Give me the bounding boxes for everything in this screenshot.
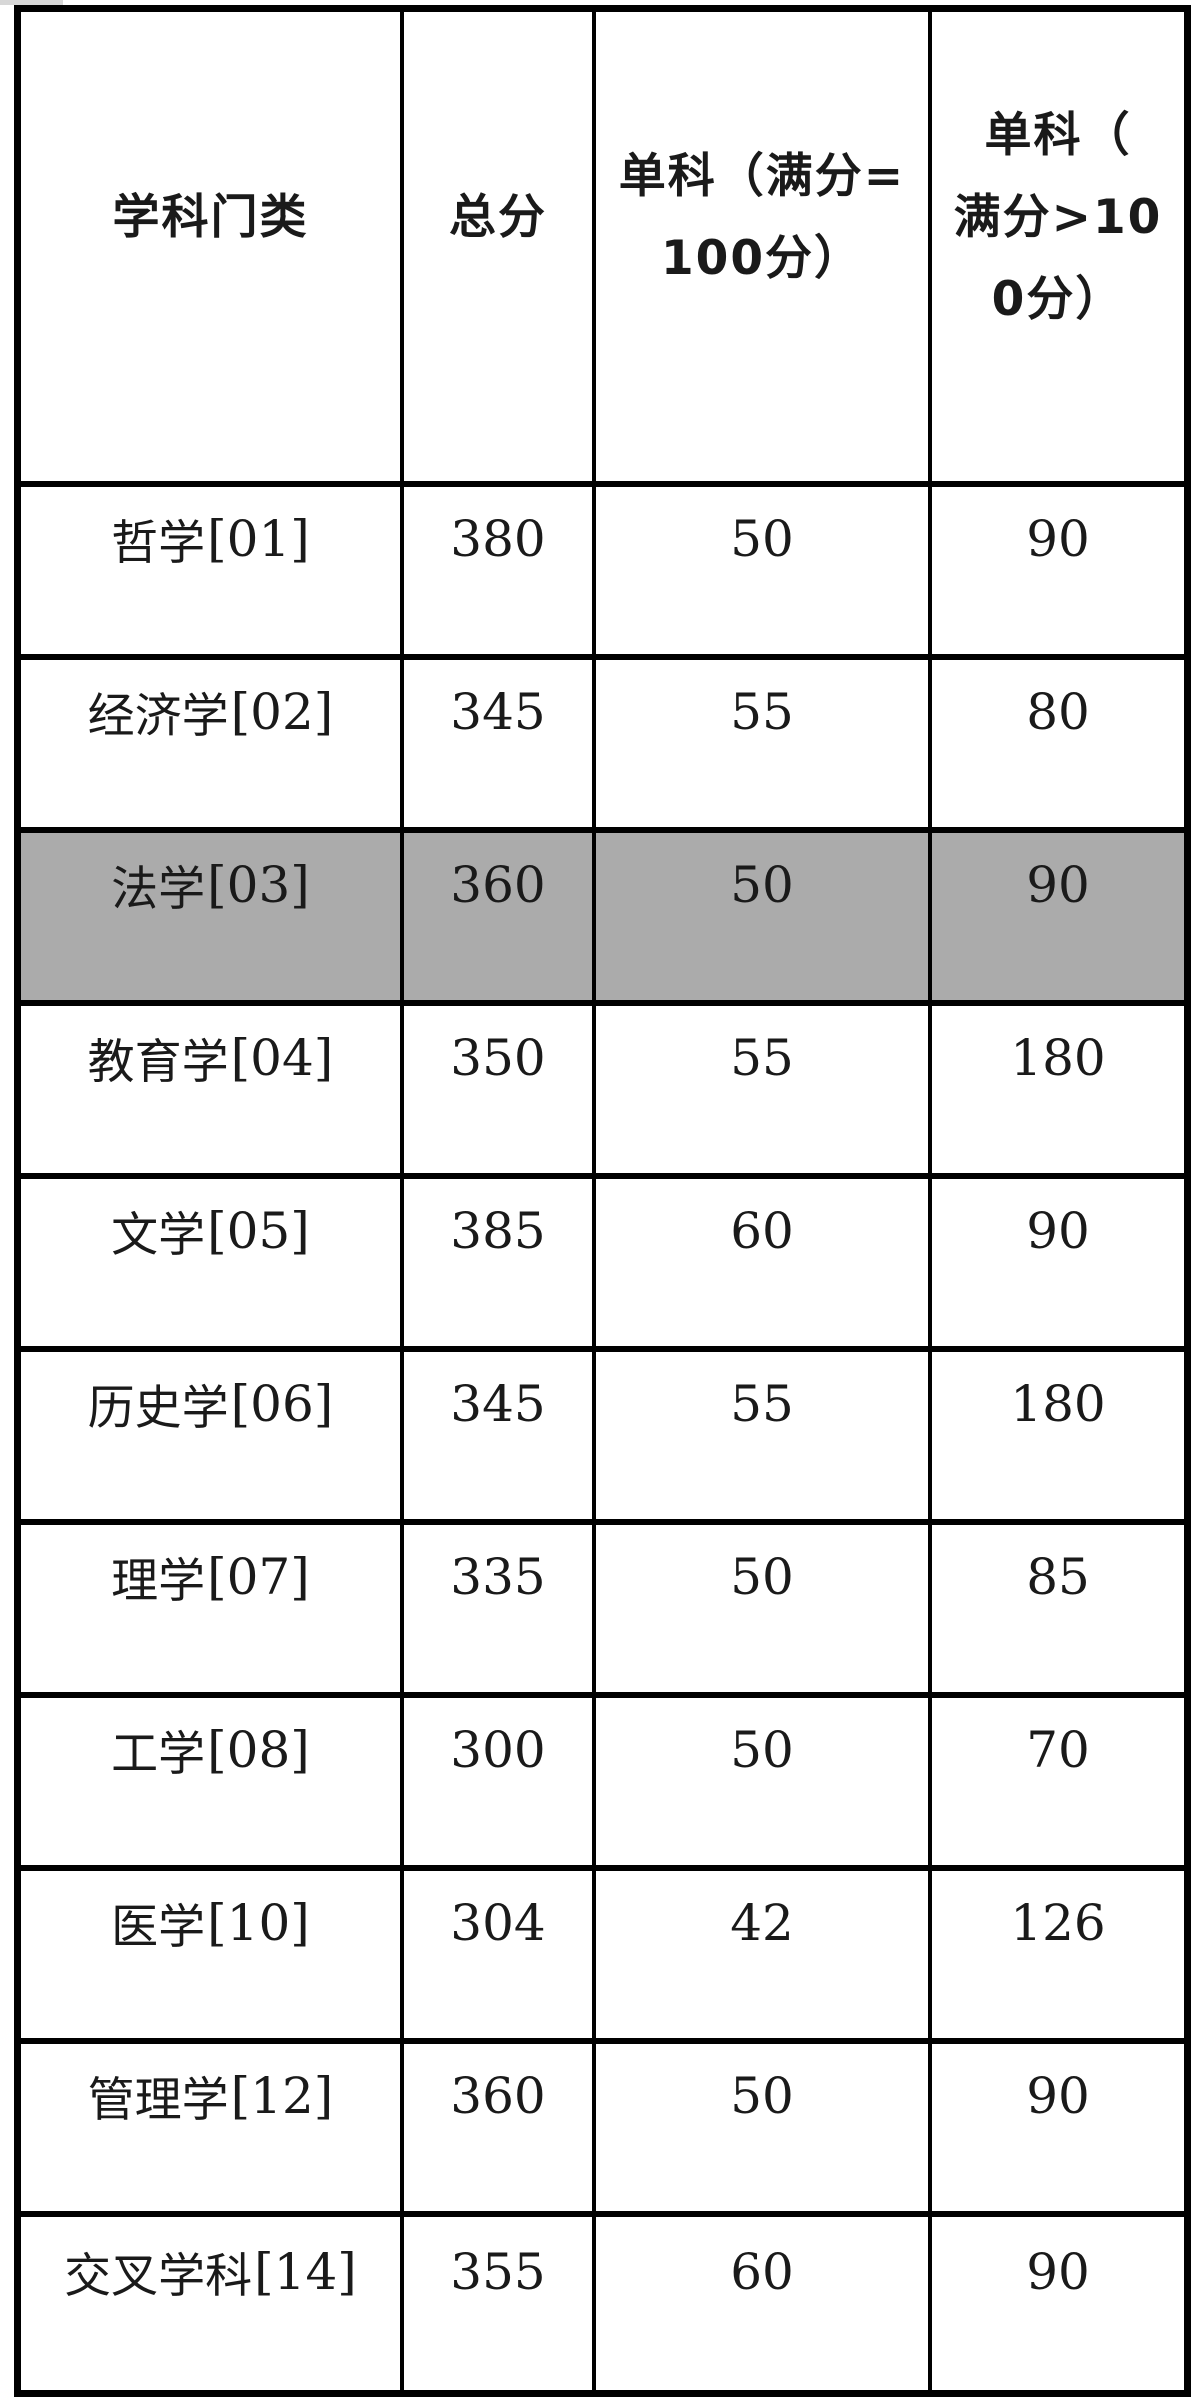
subject-code: [01] [207, 509, 310, 568]
single-subject-over100-cell: 85 [932, 1525, 1184, 1698]
subject-name: 文学 [111, 1208, 206, 1263]
total-score-cell: 355 [404, 2217, 596, 2390]
single-subject-max100-cell: 42 [596, 1871, 932, 2044]
single-subject-max100-cell: 50 [596, 1525, 932, 1698]
subject-name: 哲学 [111, 516, 206, 571]
subject-category-cell: 法学 [03] [21, 833, 404, 1006]
subject-category-cell: 文学 [05] [21, 1179, 404, 1352]
header-label-line: 单科（满分= [618, 148, 906, 204]
header-cell-single-subject-over100: 单科（ 满分>10 0分） [932, 12, 1184, 487]
scan-artifact [0, 0, 63, 5]
subject-code: [06] [230, 1374, 334, 1433]
header-label-line: 0分） [991, 271, 1125, 327]
total-score-cell: 345 [404, 660, 596, 833]
single-subject-max100-cell: 60 [596, 2217, 932, 2390]
header-cell-subject-category: 学科门类 [21, 12, 404, 487]
single-subject-over100-cell: 126 [932, 1871, 1184, 2044]
subject-category-cell: 教育学 [04] [21, 1006, 404, 1179]
subject-code: [05] [207, 1201, 310, 1260]
total-score-cell: 345 [404, 1352, 596, 1525]
total-score-cell: 360 [404, 2044, 596, 2217]
subject-name: 历史学 [87, 1381, 229, 1436]
total-score-cell: 304 [404, 1871, 596, 2044]
subject-code: [10] [207, 1893, 310, 1952]
single-subject-max100-cell: 50 [596, 1698, 932, 1871]
total-score-cell: 335 [404, 1525, 596, 1698]
single-subject-over100-cell: 90 [1026, 2242, 1090, 2301]
header-label-line: 满分>10 [953, 189, 1163, 245]
subject-category-cell: 历史学 [06] [21, 1352, 404, 1525]
single-subject-over100-cell: 90 [932, 2044, 1184, 2217]
subject-category-cell: 医学 [10] [21, 1871, 404, 2044]
subject-name: 医学 [111, 1900, 206, 1955]
single-subject-max100-cell: 50 [596, 487, 932, 660]
header-cell-single-subject-max100: 单科（满分= 100分） [596, 12, 932, 487]
single-subject-max100-cell: 55 [596, 1006, 932, 1179]
score-table: 学科门类 总分 单科（满分= 100分） 单科（ 满分>10 0分） 哲学 [01… [14, 5, 1191, 2397]
subject-code: [12] [230, 2066, 334, 2125]
subject-code: [14] [254, 2242, 357, 2301]
header-label-line: 100分） [660, 230, 864, 286]
subject-category-cell: 理学 [07] [21, 1525, 404, 1698]
subject-category-cell: 交叉学科 [14] [21, 2217, 404, 2390]
single-subject-over100-cell: 180 [932, 1352, 1184, 1525]
subject-name: 法学 [111, 862, 206, 917]
total-score-cell: 385 [404, 1179, 596, 1352]
subject-name: 理学 [111, 1554, 206, 1609]
subject-code: [07] [207, 1547, 310, 1606]
single-subject-max100-cell: 55 [596, 1352, 932, 1525]
subject-category-cell: 管理学 [12] [21, 2044, 404, 2217]
subject-code: [03] [207, 855, 310, 914]
subject-category-cell: 哲学 [01] [21, 487, 404, 660]
subject-name: 工学 [111, 1727, 206, 1782]
single-subject-over100-cell: 80 [932, 660, 1184, 833]
total-score-cell: 380 [404, 487, 596, 660]
subject-code: [08] [207, 1720, 310, 1779]
single-subject-max100-cell: 60 [596, 1179, 932, 1352]
subject-name: 管理学 [87, 2073, 229, 2128]
single-subject-max100-cell: 50 [596, 833, 932, 1006]
single-subject-max100-cell: 55 [596, 660, 932, 833]
subject-code: [02] [230, 682, 334, 741]
header-cell-total-score: 总分 [404, 12, 596, 487]
total-score-cell: 360 [404, 833, 596, 1006]
header-label: 学科门类 [112, 189, 309, 245]
total-score-cell: 350 [404, 1006, 596, 1179]
header-label-line: 单科（ [984, 107, 1132, 163]
single-subject-over100-cell: 90 [932, 833, 1184, 1006]
single-subject-max100-cell: 50 [596, 2044, 932, 2217]
single-subject-over100-cell: 180 [932, 1006, 1184, 1179]
subject-name: 交叉学科 [64, 2249, 253, 2304]
single-subject-over100-cell: 90 [932, 1179, 1184, 1352]
total-score-cell: 300 [404, 1698, 596, 1871]
subject-code: [04] [230, 1028, 334, 1087]
subject-category-cell: 工学 [08] [21, 1698, 404, 1871]
subject-category-cell: 经济学 [02] [21, 660, 404, 833]
single-subject-over100-cell: 70 [932, 1698, 1184, 1871]
subject-name: 教育学 [87, 1035, 229, 1090]
subject-name: 经济学 [87, 689, 229, 744]
single-subject-over100-cell: 90 [932, 487, 1184, 660]
header-label: 总分 [449, 189, 547, 245]
